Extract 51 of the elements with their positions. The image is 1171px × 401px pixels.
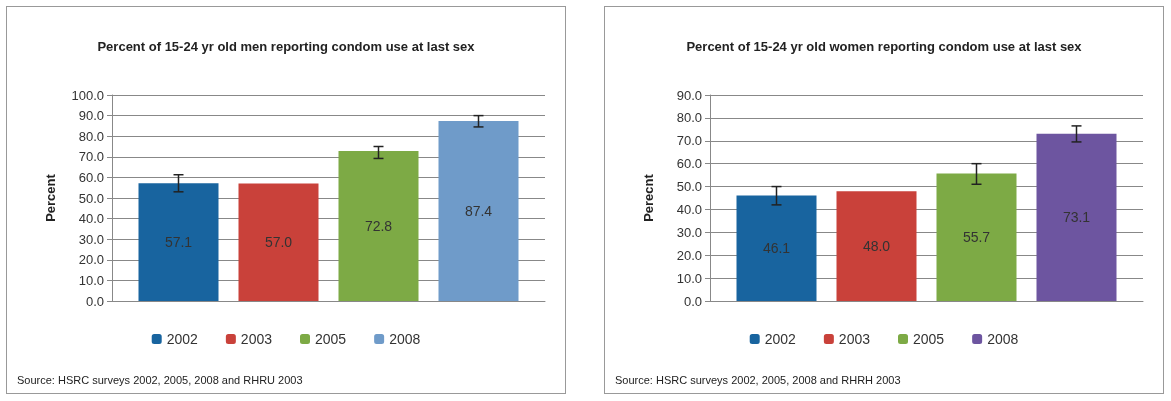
y-axis-title: Percent xyxy=(43,173,58,222)
bar xyxy=(138,183,219,301)
y-tick-label: 90.0 xyxy=(78,108,104,124)
legend-label: 2002 xyxy=(166,331,199,347)
data-label: 55.7 xyxy=(962,229,991,246)
y-tick-label: 100.0 xyxy=(71,87,104,103)
y-tick-label: 10.0 xyxy=(78,272,104,288)
data-label: 73.1 xyxy=(1062,209,1091,226)
data-label: 57.0 xyxy=(264,234,293,251)
y-tick-label: 20.0 xyxy=(676,247,702,263)
y-tick-label: 60.0 xyxy=(78,169,104,185)
bar xyxy=(338,151,419,301)
y-tick-label: 90.0 xyxy=(676,87,702,103)
data-label: 46.1 xyxy=(762,240,791,257)
y-tick-label: 0.0 xyxy=(85,293,104,309)
legend-label: 2005 xyxy=(913,331,945,347)
data-label: 57.1 xyxy=(164,234,193,251)
y-tick-label: 20.0 xyxy=(78,252,104,268)
bar xyxy=(438,120,519,301)
y-tick-label: 50.0 xyxy=(78,190,104,206)
legend-label: 2003 xyxy=(240,331,273,347)
legend-label: 2008 xyxy=(389,331,421,347)
y-tick-label: 30.0 xyxy=(78,231,104,247)
bar xyxy=(1036,133,1117,301)
y-tick-label: 50.0 xyxy=(676,179,702,195)
source-note: Source: HSRC surveys 2002, 2005, 2008 and RHRH 2003 xyxy=(615,373,901,386)
y-tick-label: 0.0 xyxy=(683,293,702,309)
y-tick-label: 60.0 xyxy=(676,156,702,172)
bar xyxy=(238,183,319,301)
source-note: Source: HSRC surveys 2002, 2005, 2008 and RHRU 2003 xyxy=(17,373,303,386)
legend-label: 2002 xyxy=(764,331,797,347)
chart-title: Percent of 15-24 yr old women reporting condom use at last sex xyxy=(686,39,1083,54)
data-label: 48.0 xyxy=(862,238,891,255)
y-tick-label: 10.0 xyxy=(676,270,702,286)
bar xyxy=(736,195,817,301)
data-label: 72.8 xyxy=(364,218,393,235)
y-axis-title: Perecnt xyxy=(641,173,656,222)
data-label: 87.4 xyxy=(464,202,493,219)
legend-label: 2005 xyxy=(315,331,347,347)
bar xyxy=(936,173,1017,301)
y-tick-label: 40.0 xyxy=(78,211,104,227)
y-tick-label: 30.0 xyxy=(676,224,702,240)
y-tick-label: 70.0 xyxy=(78,149,104,165)
y-tick-label: 80.0 xyxy=(78,128,104,144)
bar xyxy=(836,191,917,301)
legend-label: 2003 xyxy=(838,331,871,347)
chart-title: Percent of 15-24 yr old men reporting condom use at last sex xyxy=(97,39,476,54)
y-tick-label: 80.0 xyxy=(676,110,702,126)
legend-label: 2008 xyxy=(987,331,1019,347)
y-tick-label: 40.0 xyxy=(676,201,702,217)
y-tick-label: 70.0 xyxy=(676,133,702,149)
